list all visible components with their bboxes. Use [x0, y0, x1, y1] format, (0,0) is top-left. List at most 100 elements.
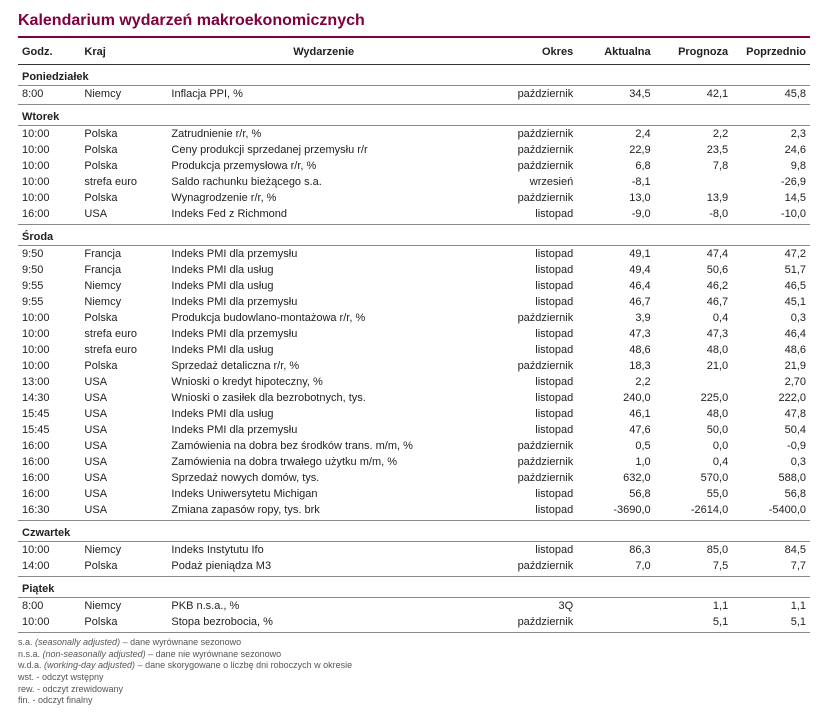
- cell-actual: 49,4: [577, 262, 654, 278]
- footnote-line: fin. - odczyt finalny: [18, 695, 810, 707]
- cell-actual: 632,0: [577, 470, 654, 486]
- header-row: Godz. Kraj Wydarzenie Okres Aktualna Pro…: [18, 40, 810, 65]
- cell-previous: 51,7: [732, 262, 810, 278]
- cell-actual: -9,0: [577, 206, 654, 222]
- cell-hour: 10:00: [18, 126, 80, 143]
- cell-forecast: 7,8: [655, 158, 733, 174]
- cell-hour: 10:00: [18, 142, 80, 158]
- page-title: Kalendarium wydarzeń makroekonomicznych: [18, 12, 810, 30]
- cell-previous: 21,9: [732, 358, 810, 374]
- day-header: Wtorek: [18, 105, 810, 126]
- cell-hour: 14:30: [18, 390, 80, 406]
- cell-event: Zmiana zapasów ropy, tys. brk: [167, 502, 480, 518]
- cell-event: Podaż pieniądza M3: [167, 558, 480, 574]
- footnote-text: – dane nie wyrównane sezonowo: [146, 649, 282, 659]
- table-row: 10:00PolskaCeny produkcji sprzedanej prz…: [18, 142, 810, 158]
- cell-previous: 0,3: [732, 310, 810, 326]
- cell-forecast: 225,0: [655, 390, 733, 406]
- table-row: 16:00USAZamówienia na dobra trwałego uży…: [18, 454, 810, 470]
- col-event: Wydarzenie: [167, 40, 480, 65]
- footnote-abbr: fin.: [18, 695, 33, 705]
- table-row: 16:00USASprzedaż nowych domów, tys.paźdz…: [18, 470, 810, 486]
- cell-forecast: [655, 374, 733, 390]
- cell-hour: 16:00: [18, 438, 80, 454]
- cell-previous: 588,0: [732, 470, 810, 486]
- cell-country: Francja: [80, 246, 167, 263]
- cell-country: USA: [80, 454, 167, 470]
- cell-forecast: 2,2: [655, 126, 733, 143]
- cell-hour: 10:00: [18, 174, 80, 190]
- footnote-line: wst. - odczyt wstępny: [18, 672, 810, 684]
- cell-country: USA: [80, 374, 167, 390]
- cell-period: wrzesień: [480, 174, 577, 190]
- cell-actual: 47,6: [577, 422, 654, 438]
- cell-actual: 48,6: [577, 342, 654, 358]
- cell-forecast: 7,5: [655, 558, 733, 574]
- table-row: 10:00PolskaProdukcja budowlano-montażowa…: [18, 310, 810, 326]
- cell-previous: 47,8: [732, 406, 810, 422]
- cell-country: strefa euro: [80, 174, 167, 190]
- cell-forecast: 1,1: [655, 598, 733, 615]
- table-row: 10:00PolskaZatrudnienie r/r, %październi…: [18, 126, 810, 143]
- cell-period: październik: [480, 358, 577, 374]
- cell-country: Polska: [80, 358, 167, 374]
- cell-event: Sprzedaż detaliczna r/r, %: [167, 358, 480, 374]
- cell-actual: 46,1: [577, 406, 654, 422]
- title-rule: [18, 36, 810, 38]
- table-row: 10:00PolskaProdukcja przemysłowa r/r, %p…: [18, 158, 810, 174]
- separator: [18, 630, 810, 633]
- cell-forecast: 0,0: [655, 438, 733, 454]
- cell-period: październik: [480, 126, 577, 143]
- cell-hour: 16:00: [18, 206, 80, 222]
- cell-country: USA: [80, 486, 167, 502]
- table-row: 16:00USAIndeks Fed z Richmondlistopad-9,…: [18, 206, 810, 222]
- cell-actual: 47,3: [577, 326, 654, 342]
- footnote-abbr: s.a.: [18, 637, 35, 647]
- cell-actual: 7,0: [577, 558, 654, 574]
- cell-actual: [577, 614, 654, 630]
- cell-forecast: -2614,0: [655, 502, 733, 518]
- cell-event: Indeks PMI dla usług: [167, 262, 480, 278]
- footnote-abbr: n.s.a.: [18, 649, 43, 659]
- cell-country: USA: [80, 406, 167, 422]
- cell-forecast: -8,0: [655, 206, 733, 222]
- table-row: 8:00NiemcyPKB n.s.a., %3Q1,11,1: [18, 598, 810, 615]
- day-header: Środa: [18, 225, 810, 246]
- table-row: 10:00PolskaStopa bezrobocia, %październi…: [18, 614, 810, 630]
- day-name: Piątek: [18, 577, 810, 598]
- footnote-abbr: wst.: [18, 672, 37, 682]
- cell-previous: -10,0: [732, 206, 810, 222]
- cell-country: Polska: [80, 558, 167, 574]
- cell-hour: 10:00: [18, 190, 80, 206]
- cell-period: październik: [480, 158, 577, 174]
- cell-country: USA: [80, 390, 167, 406]
- cell-forecast: 5,1: [655, 614, 733, 630]
- cell-period: 3Q: [480, 598, 577, 615]
- cell-previous: 14,5: [732, 190, 810, 206]
- cell-period: listopad: [480, 206, 577, 222]
- cell-event: Indeks Instytutu Ifo: [167, 542, 480, 559]
- cell-forecast: 23,5: [655, 142, 733, 158]
- cell-forecast: 47,4: [655, 246, 733, 263]
- footnote-text: - odczyt wstępny: [37, 672, 104, 682]
- table-row: 8:00NiemcyInflacja PPI, %październik34,5…: [18, 86, 810, 103]
- cell-hour: 10:00: [18, 310, 80, 326]
- cell-event: Zamówienia na dobra trwałego użytku m/m,…: [167, 454, 480, 470]
- cell-period: listopad: [480, 486, 577, 502]
- cell-actual: 49,1: [577, 246, 654, 263]
- cell-country: Polska: [80, 126, 167, 143]
- cell-forecast: [655, 174, 733, 190]
- cell-hour: 16:30: [18, 502, 80, 518]
- table-row: 9:50FrancjaIndeks PMI dla przemysłulisto…: [18, 246, 810, 263]
- cell-event: Wynagrodzenie r/r, %: [167, 190, 480, 206]
- cell-previous: 1,1: [732, 598, 810, 615]
- cell-hour: 10:00: [18, 358, 80, 374]
- cell-actual: 46,4: [577, 278, 654, 294]
- cell-hour: 16:00: [18, 486, 80, 502]
- cell-actual: 34,5: [577, 86, 654, 103]
- table-row: 9:55NiemcyIndeks PMI dla przemysłulistop…: [18, 294, 810, 310]
- cell-previous: 24,6: [732, 142, 810, 158]
- cell-forecast: 48,0: [655, 342, 733, 358]
- cell-period: październik: [480, 310, 577, 326]
- cell-event: Indeks PMI dla przemysłu: [167, 246, 480, 263]
